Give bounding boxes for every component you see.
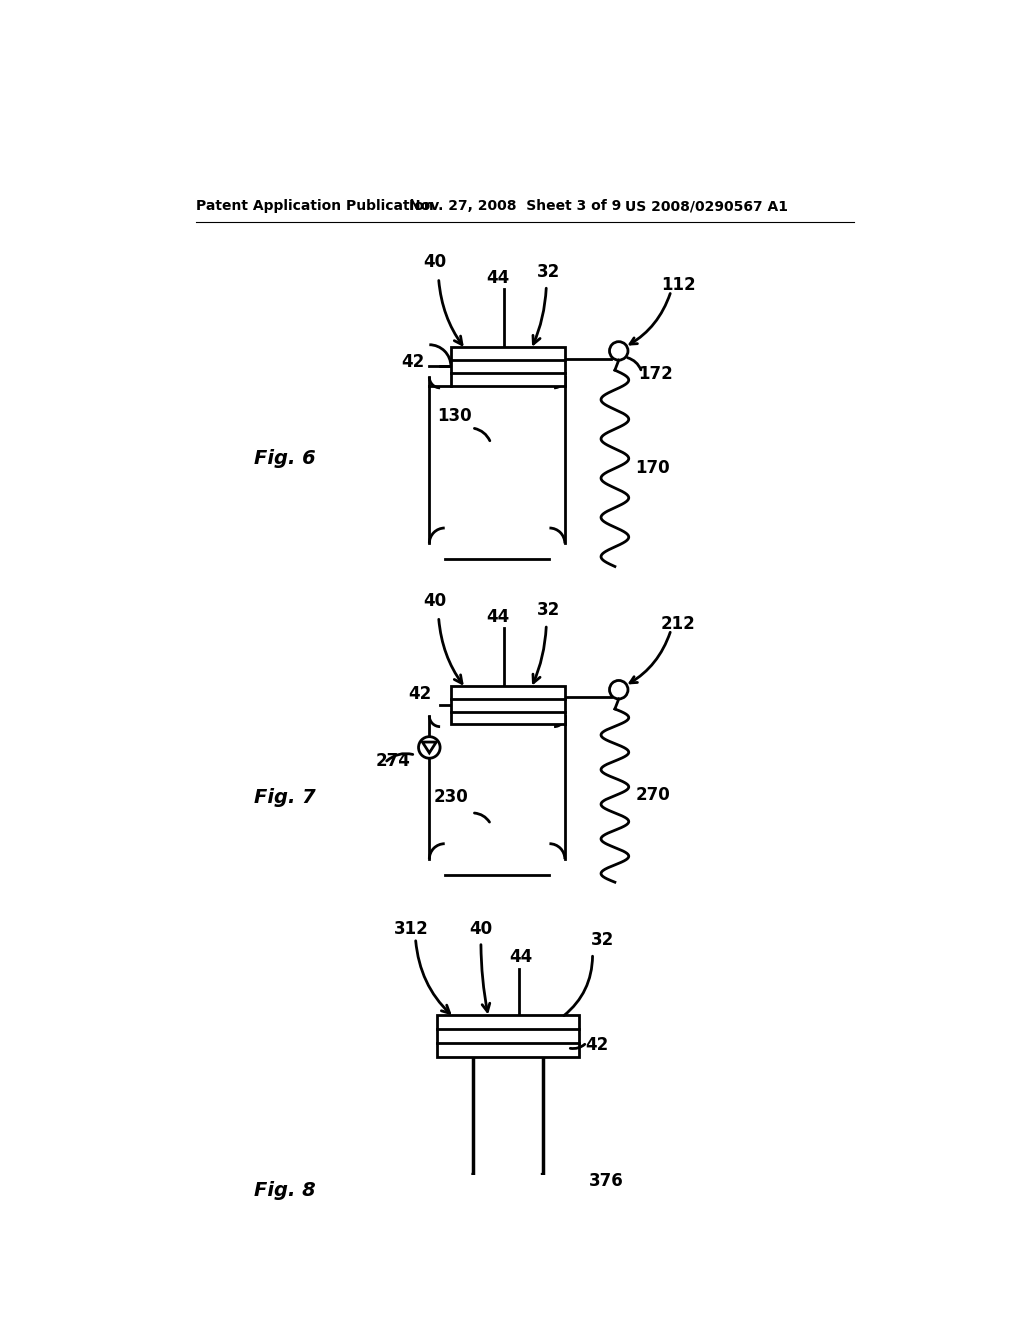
Text: 32: 32 bbox=[591, 931, 614, 949]
Text: 112: 112 bbox=[662, 276, 695, 294]
Text: 42: 42 bbox=[586, 1036, 608, 1055]
Text: 44: 44 bbox=[486, 269, 510, 286]
Text: 172: 172 bbox=[638, 366, 673, 383]
Text: 270: 270 bbox=[636, 787, 671, 804]
Text: 376: 376 bbox=[589, 1172, 624, 1189]
Text: 40: 40 bbox=[423, 593, 446, 610]
Text: 170: 170 bbox=[636, 459, 671, 477]
Text: Nov. 27, 2008  Sheet 3 of 9: Nov. 27, 2008 Sheet 3 of 9 bbox=[410, 199, 622, 213]
Text: 40: 40 bbox=[469, 920, 493, 937]
Circle shape bbox=[419, 737, 440, 758]
Text: US 2008/0290567 A1: US 2008/0290567 A1 bbox=[625, 199, 787, 213]
Text: 32: 32 bbox=[538, 263, 560, 281]
Polygon shape bbox=[422, 742, 436, 752]
Text: 274: 274 bbox=[376, 752, 411, 771]
Bar bbox=[436, 1015, 580, 1057]
Bar bbox=[451, 686, 565, 725]
Bar bbox=[451, 347, 565, 385]
Text: Fig. 7: Fig. 7 bbox=[254, 788, 315, 807]
Text: 130: 130 bbox=[437, 408, 472, 425]
Text: Fig. 6: Fig. 6 bbox=[254, 449, 315, 469]
Text: 42: 42 bbox=[409, 685, 432, 704]
Text: 312: 312 bbox=[394, 920, 429, 937]
Text: 230: 230 bbox=[433, 788, 468, 807]
Text: Fig. 8: Fig. 8 bbox=[254, 1180, 315, 1200]
Text: 42: 42 bbox=[400, 354, 424, 371]
Text: 212: 212 bbox=[662, 615, 696, 634]
Text: 40: 40 bbox=[423, 253, 446, 272]
Text: 44: 44 bbox=[486, 607, 510, 626]
Text: 44: 44 bbox=[509, 948, 532, 966]
Text: Patent Application Publication: Patent Application Publication bbox=[196, 199, 434, 213]
Text: 32: 32 bbox=[538, 602, 560, 619]
